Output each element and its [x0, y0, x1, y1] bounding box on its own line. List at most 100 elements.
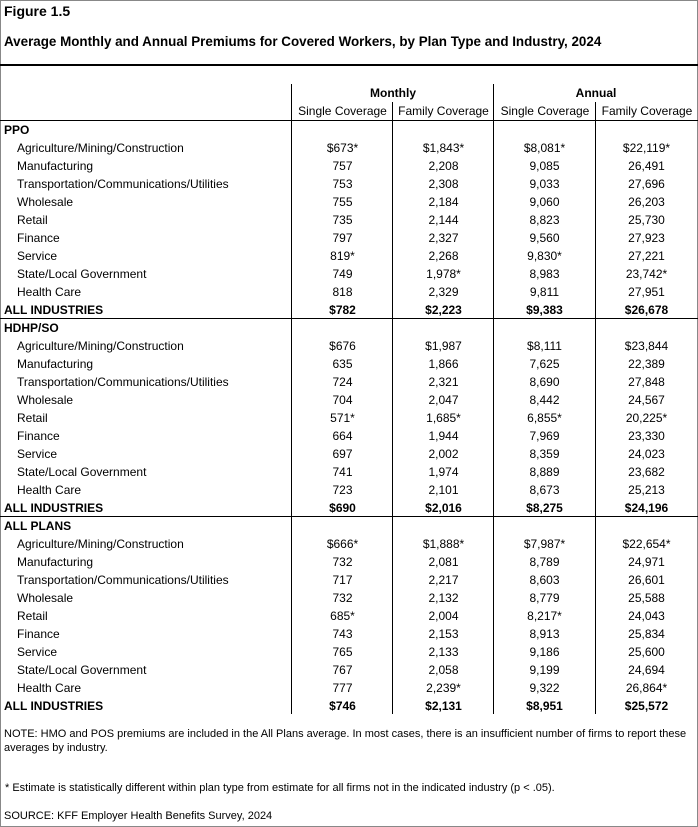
cell-value: 732 — [332, 591, 353, 605]
cell-value: 25,588 — [628, 591, 665, 605]
cell-value: 24,023 — [628, 447, 665, 461]
source-text: SOURCE: KFF Employer Health Benefits Sur… — [4, 810, 273, 822]
cell-value: $8,081* — [523, 141, 566, 155]
row-label: Agriculture/Mining/Construction — [17, 339, 184, 353]
cell-value: $25,572 — [624, 699, 669, 713]
cell-value: $666* — [326, 537, 359, 551]
cell-value: 9,199 — [529, 663, 560, 677]
cell-value: $782 — [329, 303, 356, 317]
cell-value: 818 — [332, 285, 353, 299]
row-label: ALL INDUSTRIES — [4, 699, 104, 713]
cell-value: 635 — [332, 357, 353, 371]
table-row: Finance 743 2,153 8,913 25,834 — [0, 625, 698, 643]
figure-label: Figure 1.5 — [4, 3, 71, 19]
table-row: Finance 797 2,327 9,560 27,923 — [0, 229, 698, 247]
cell-value: 23,742* — [625, 267, 668, 281]
cell-value: 8,603 — [529, 573, 560, 587]
table-row: Health Care 777 2,239* 9,322 26,864* — [0, 679, 698, 697]
row-label: Manufacturing — [17, 357, 94, 371]
section-divider — [0, 318, 698, 319]
cell-value: 2,047 — [428, 393, 459, 407]
cell-value: 2,002 — [428, 447, 459, 461]
cell-value: 1,944 — [428, 429, 459, 443]
total-row: ALL INDUSTRIES $746 $2,131 $8,951 $25,572 — [0, 697, 698, 715]
cell-value: 26,864* — [625, 681, 668, 695]
header-annual-family: Family Coverage — [601, 104, 693, 118]
table-row: Wholesale 732 2,132 8,779 25,588 — [0, 589, 698, 607]
header-divider — [0, 120, 698, 121]
row-label: State/Local Government — [17, 267, 147, 281]
table-row: Manufacturing 635 1,866 7,625 22,389 — [0, 355, 698, 373]
cell-value: 2,268 — [428, 249, 459, 263]
cell-value: $22,119* — [622, 141, 671, 155]
row-label: Wholesale — [17, 195, 74, 209]
section-divider — [0, 516, 698, 517]
cell-value: $746 — [329, 699, 356, 713]
cell-value: 23,330 — [628, 429, 665, 443]
column-divider — [291, 84, 292, 714]
cell-value: 1,866 — [428, 357, 459, 371]
row-label: Transportation/Communications/Utilities — [17, 573, 229, 587]
row-label: ALL INDUSTRIES — [4, 303, 104, 317]
cell-value: $8,951 — [526, 699, 563, 713]
cell-value: 753 — [332, 177, 353, 191]
table-row: State/Local Government 749 1,978* 8,983 23,7… — [0, 265, 698, 283]
cell-value: 741 — [332, 465, 353, 479]
cell-value: 797 — [332, 231, 353, 245]
cell-value: 2,327 — [428, 231, 459, 245]
cell-value: $2,223 — [425, 303, 462, 317]
row-label: Retail — [17, 213, 48, 227]
cell-value: 7,625 — [529, 357, 560, 371]
cell-value: 2,184 — [428, 195, 459, 209]
cell-value: 2,144 — [428, 213, 459, 227]
cell-value: 27,848 — [628, 375, 665, 389]
row-label: Transportation/Communications/Utilities — [17, 177, 229, 191]
cell-value: 9,033 — [529, 177, 560, 191]
cell-value: 25,213 — [628, 483, 665, 497]
table-row: Health Care 723 2,101 8,673 25,213 — [0, 481, 698, 499]
table-row: Agriculture/Mining/Construction $666* $1,8… — [0, 535, 698, 553]
row-label: State/Local Government — [17, 465, 147, 479]
cell-value: 777 — [332, 681, 353, 695]
cell-value: 704 — [332, 393, 353, 407]
column-divider — [595, 102, 596, 714]
table-row: Service 819* 2,268 9,830* 27,221 — [0, 247, 698, 265]
cell-value: 2,101 — [428, 483, 459, 497]
cell-value: $8,275 — [526, 501, 563, 515]
table-row: Agriculture/Mining/Construction $673* $1,8… — [0, 139, 698, 157]
cell-value: 757 — [332, 159, 353, 173]
row-label: Agriculture/Mining/Construction — [17, 141, 184, 155]
cell-value: 26,601 — [628, 573, 665, 587]
cell-value: 8,690 — [529, 375, 560, 389]
cell-value: 9,830* — [527, 249, 562, 263]
table-row: Manufacturing 757 2,208 9,085 26,491 — [0, 157, 698, 175]
table-row: Wholesale 704 2,047 8,442 24,567 — [0, 391, 698, 409]
cell-value: 749 — [332, 267, 353, 281]
cell-value: 8,779 — [529, 591, 560, 605]
cell-value: $2,016 — [425, 501, 462, 515]
header-monthly: Monthly — [370, 86, 416, 100]
row-label: Service — [17, 645, 58, 659]
row-label: Health Care — [17, 681, 82, 695]
cell-value: 25,730 — [628, 213, 665, 227]
cell-value: $1,843* — [422, 141, 465, 155]
cell-value: $7,987* — [523, 537, 566, 551]
cell-value: $26,678 — [624, 303, 669, 317]
row-label: Wholesale — [17, 393, 74, 407]
cell-value: 717 — [332, 573, 353, 587]
title-divider — [0, 64, 698, 66]
cell-value: 8,673 — [529, 483, 560, 497]
cell-value: 24,694 — [628, 663, 665, 677]
cell-value: 6,855* — [527, 411, 562, 425]
table-row: Retail 685* 2,004 8,217* 24,043 — [0, 607, 698, 625]
note-text: NOTE: HMO and POS premiums are included … — [4, 728, 687, 754]
row-label: Manufacturing — [17, 159, 94, 173]
cell-value: 9,811 — [529, 285, 560, 299]
cell-value: 8,789 — [529, 555, 560, 569]
section-header: ALL PLANS — [0, 517, 698, 535]
cell-value: 25,600 — [628, 645, 665, 659]
row-label: Retail — [17, 411, 48, 425]
cell-value: 685* — [330, 609, 355, 623]
cell-value: 2,239* — [426, 681, 461, 695]
cell-value: 26,491 — [628, 159, 665, 173]
